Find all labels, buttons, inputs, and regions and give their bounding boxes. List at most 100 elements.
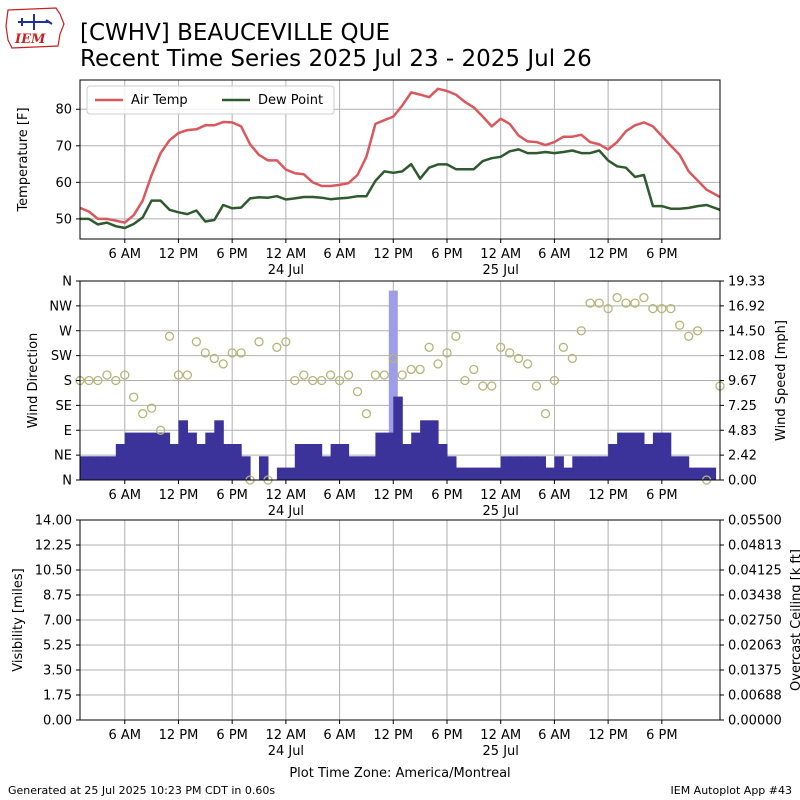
wind-speed-bar bbox=[402, 444, 412, 480]
x-tick-label: 12 AM bbox=[480, 247, 521, 262]
logo-text: IEM bbox=[14, 32, 46, 47]
wind-direction-point bbox=[675, 320, 685, 330]
wind-direction-point bbox=[496, 342, 506, 352]
wind-direction-point bbox=[370, 370, 381, 380]
ceiling-tick-label: 0.03438 bbox=[728, 589, 782, 604]
wind-direction-points bbox=[75, 292, 725, 485]
visibility-tick-label: 8.75 bbox=[43, 589, 72, 604]
wind-direction-point bbox=[603, 303, 613, 314]
wind-direction-point bbox=[621, 298, 631, 308]
wind-speed-bar bbox=[679, 456, 690, 480]
wind-speed-bar bbox=[80, 456, 90, 480]
wind-speed-bar bbox=[124, 432, 135, 480]
direction-tick-label: SW bbox=[51, 349, 72, 364]
wind-speed-bar bbox=[473, 467, 484, 480]
wind-speed-bar bbox=[339, 444, 350, 480]
wind-direction-point bbox=[666, 303, 676, 314]
wind-direction-point bbox=[388, 353, 398, 364]
chart-title-line2: Recent Time Series 2025 Jul 23 - 2025 Ju… bbox=[80, 46, 592, 72]
wind-direction-point bbox=[281, 337, 291, 347]
wind-speed-bar bbox=[393, 396, 403, 480]
wind-direction-point bbox=[379, 370, 389, 380]
wind-speed-bar bbox=[97, 456, 108, 480]
wind-speed-bar bbox=[321, 456, 332, 480]
x-tick-label: 6 PM bbox=[431, 247, 462, 262]
ceiling-tick-label: 0.01375 bbox=[728, 664, 782, 679]
wind-direction-point bbox=[567, 353, 577, 364]
wind-direction-point bbox=[657, 303, 667, 314]
direction-tick-label: N bbox=[62, 474, 72, 489]
wind-speed-bar bbox=[599, 456, 609, 480]
wind-speed-bar bbox=[285, 467, 296, 480]
wind-speed-bar bbox=[151, 432, 162, 480]
speed-tick-label: 12.08 bbox=[728, 349, 765, 364]
x-tick-label: 6 PM bbox=[216, 247, 247, 262]
visibility-y-ticks-right: 0.00000 0.00688 0.01375 0.02063 0.02750 0.034… bbox=[720, 514, 782, 729]
wind-speed-bar bbox=[643, 444, 654, 480]
wind-speed-bar bbox=[572, 456, 582, 480]
wind-direction-point bbox=[540, 409, 551, 419]
wind-direction-point bbox=[352, 386, 363, 397]
wind-speed-bar bbox=[241, 456, 251, 480]
wind-direction-point bbox=[460, 375, 470, 386]
wind-speed-bar bbox=[411, 432, 421, 480]
visibility-tick-label: 3.50 bbox=[43, 664, 72, 679]
wind-speed-bar bbox=[527, 456, 538, 480]
wind-direction-point bbox=[406, 364, 416, 375]
wind-direction-point bbox=[594, 298, 604, 308]
ceiling-tick-label: 0.04125 bbox=[728, 564, 782, 579]
wind-speed-bar bbox=[169, 444, 179, 480]
wind-speed-bar bbox=[688, 467, 699, 480]
visibility-grid bbox=[80, 519, 720, 721]
wind-direction-point bbox=[648, 303, 658, 314]
x-date-label: 25 Jul bbox=[483, 263, 519, 278]
visibility-x-ticks: 6 AM 12 PM 6 PM 12 AM 6 AM 12 PM 6 PM 12 AM 6 AM… bbox=[108, 720, 678, 759]
x-tick-label: 6 PM bbox=[646, 488, 677, 503]
wind-speed-bar bbox=[626, 432, 636, 480]
x-tick-label: 12 PM bbox=[588, 488, 628, 503]
wind-direction-point bbox=[478, 381, 488, 391]
wind-direction-point bbox=[522, 359, 533, 369]
wind-speed-bar bbox=[106, 456, 117, 480]
wind-direction-point bbox=[272, 342, 282, 352]
wind-direction-point bbox=[630, 298, 640, 308]
wind-speed-bar bbox=[375, 432, 385, 480]
wind-direction-point bbox=[433, 359, 443, 369]
wind-speed-bar bbox=[89, 456, 99, 480]
air-temp-line bbox=[79, 87, 721, 224]
wind-speed-bar bbox=[303, 444, 314, 480]
x-tick-label: 6 AM bbox=[108, 728, 141, 743]
ceiling-tick-label: 0.02750 bbox=[728, 614, 782, 629]
wind-speed-bar bbox=[491, 467, 502, 480]
x-date-label: 24 Jul bbox=[268, 504, 304, 519]
wind-direction-point bbox=[236, 348, 246, 358]
wind-direction-point bbox=[576, 326, 586, 336]
temperature-panel: 50 60 70 80 6 AM 12 PM 6 PM 12 AM 6 AM 12 PM 6 PM… bbox=[16, 79, 721, 278]
wind-speed-bar bbox=[312, 444, 323, 480]
ceiling-tick-label: 0.02063 bbox=[728, 639, 782, 654]
x-tick-label: 12 PM bbox=[588, 247, 628, 262]
x-tick-label: 6 AM bbox=[323, 247, 356, 262]
wind-panel: N NE E SE S SW W NW N 0.00 2.42 4.83 7.25 9.67 12.08 1… bbox=[26, 275, 789, 520]
wind-direction-point bbox=[191, 337, 202, 347]
x-tick-label: 6 PM bbox=[646, 247, 677, 262]
wind-speed-bar bbox=[429, 420, 439, 480]
wind-direction-axis-label: Wind Direction bbox=[26, 333, 41, 429]
plot-timezone-label: Plot Time Zone: America/Montreal bbox=[289, 766, 510, 781]
temperature-y-ticks: 50 60 70 80 bbox=[55, 103, 80, 227]
x-tick-label: 12 AM bbox=[480, 728, 521, 743]
x-tick-label: 6 AM bbox=[108, 488, 141, 503]
wind-speed-bar bbox=[160, 432, 171, 480]
x-date-label: 25 Jul bbox=[483, 504, 519, 519]
wind-direction-point bbox=[317, 375, 327, 386]
legend-label-air-temp: Air Temp bbox=[131, 93, 188, 108]
wind-direction-point bbox=[173, 370, 184, 380]
x-tick-label: 12 PM bbox=[588, 728, 628, 743]
wind-speed-bar bbox=[590, 456, 600, 480]
x-tick-label: 6 PM bbox=[216, 728, 247, 743]
x-tick-label: 6 PM bbox=[431, 488, 462, 503]
wind-direction-point bbox=[200, 348, 210, 358]
wind-speed-bar bbox=[581, 456, 591, 480]
x-date-label: 24 Jul bbox=[268, 744, 304, 759]
